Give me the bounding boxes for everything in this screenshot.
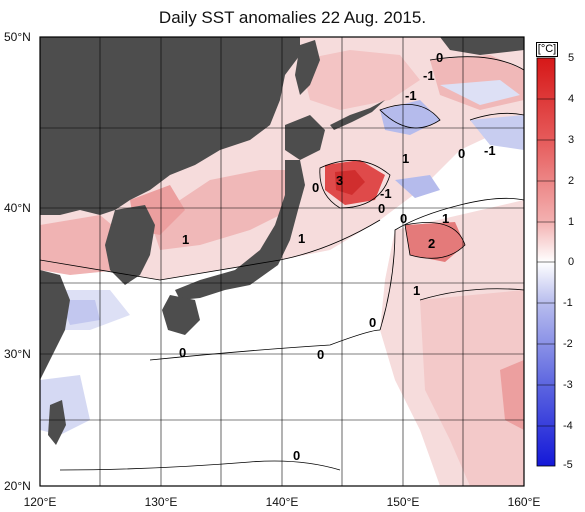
lon-label-120: 120°E	[23, 495, 57, 509]
colorbar-tick: -5	[563, 459, 573, 471]
contour-label: 0	[179, 345, 186, 360]
lon-label-160: 160°E	[507, 495, 541, 509]
cool-anomaly-6	[60, 300, 100, 325]
map-title: Daily SST anomalies 22 Aug. 2015.	[158, 8, 427, 27]
hokkaido	[285, 115, 325, 160]
contour-label: -1	[405, 88, 417, 103]
colorbar-tick: -3	[563, 379, 573, 391]
lat-label-30: 30°N	[4, 347, 31, 361]
contour-label: 0	[312, 180, 319, 195]
kamchatka	[440, 37, 524, 55]
contour-label: 1	[402, 151, 409, 166]
contour-line-1-hotspot	[319, 160, 391, 209]
lat-label-40: 40°N	[4, 201, 31, 215]
colorbar-tick: 1	[568, 216, 575, 228]
contour-label: 2	[428, 236, 435, 251]
contour-label: 0	[293, 448, 300, 463]
colorbar-tick: 3	[568, 134, 575, 146]
lon-label-150: 150°E	[386, 495, 420, 509]
contour-label: 1	[413, 283, 420, 298]
kuril-islands	[330, 100, 385, 130]
contour-label: -1	[484, 143, 496, 158]
contour-label: -1	[423, 68, 435, 83]
kyushu-shikoku	[162, 295, 200, 335]
colorbar-tick: 4	[568, 93, 575, 105]
cool-anomaly-2	[470, 115, 524, 150]
taiwan	[48, 400, 66, 445]
colorbar-unit: [°C]	[536, 42, 558, 57]
warm-anomaly-east-strong	[420, 290, 524, 486]
lat-label-20: 20°N	[4, 479, 31, 493]
contour-line-1-north	[40, 219, 381, 281]
asia-mainland	[40, 37, 300, 215]
contour-label: -1	[380, 186, 392, 201]
contour-line-neg1	[379, 104, 441, 129]
korean-peninsula	[105, 205, 155, 285]
contour-label: 0	[400, 211, 407, 226]
contour-label: 0	[378, 201, 385, 216]
contour-line-1-east	[419, 288, 524, 301]
contour-label: 1	[182, 232, 189, 247]
lat-label-50: 50°N	[4, 30, 31, 44]
colorbar-tick: 2	[568, 175, 575, 187]
warm-anomaly-yellow-sea	[40, 215, 130, 275]
colorbar-tick: -1	[563, 297, 573, 309]
honshu	[175, 160, 305, 300]
colorbar-tick: -4	[563, 420, 573, 432]
contour-line-neg1-east	[469, 112, 524, 121]
warm-anomaly-hotspot-core	[335, 170, 365, 195]
warm-anomaly-okhotsk	[300, 50, 420, 110]
sakhalin	[295, 40, 320, 95]
cool-anomaly-3	[395, 175, 440, 198]
contour-line-0-east	[379, 197, 524, 331]
warm-anomaly-east-2	[405, 222, 465, 262]
contour-label: 0	[317, 347, 324, 362]
contour-label: 3	[336, 173, 343, 188]
contour-label: 0	[458, 146, 465, 161]
colorbar-tick: 5	[568, 52, 575, 64]
contour-label: 1	[442, 211, 449, 226]
contour-label: 0	[436, 50, 443, 65]
contour-line-2	[404, 222, 466, 259]
contour-line-0-northeast	[429, 56, 524, 71]
warm-anomaly-sea-of-japan	[150, 170, 295, 250]
plot-frame	[39, 36, 525, 487]
contour-label: 0	[369, 315, 376, 330]
cool-anomaly-1	[380, 100, 440, 135]
colorbar-tick: 0	[568, 256, 575, 268]
lon-label-140: 140°E	[265, 495, 299, 509]
lon-label-130: 130°E	[144, 495, 178, 509]
contour-line-0-southwest	[59, 460, 341, 471]
warm-anomaly-east-patch	[500, 360, 524, 430]
contour-line-0-south	[149, 329, 381, 361]
contour-label: 1	[298, 231, 305, 246]
colorbar-tick: -2	[563, 338, 573, 350]
china-coast	[40, 270, 70, 380]
cool-anomaly-4	[440, 80, 520, 105]
